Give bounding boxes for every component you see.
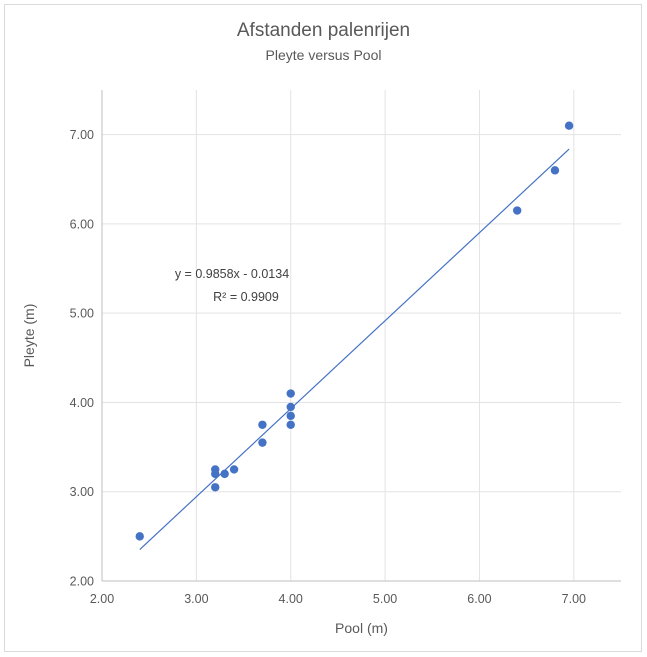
data-point <box>513 206 522 215</box>
x-axis-title: Pool (m) <box>335 620 388 636</box>
y-tick-label: 4.00 <box>70 396 94 410</box>
x-tick-label: 7.00 <box>562 592 586 606</box>
data-point <box>258 420 267 429</box>
data-point <box>550 166 560 175</box>
chart-frame <box>4 4 642 652</box>
data-point <box>135 532 144 541</box>
x-tick-label: 5.00 <box>373 592 397 606</box>
y-tick-label: 7.00 <box>70 128 94 142</box>
x-tick-label: 2.00 <box>90 592 114 606</box>
data-point <box>286 420 295 429</box>
data-point <box>220 469 229 479</box>
y-axis-title: Pleyte (m) <box>21 304 37 368</box>
data-point <box>286 389 295 398</box>
data-point <box>211 465 220 474</box>
x-tick-label: 4.00 <box>279 592 303 606</box>
data-point <box>258 438 267 447</box>
data-point <box>564 121 574 130</box>
y-tick-label: 5.00 <box>70 307 94 321</box>
trendline <box>139 148 570 550</box>
trendline-equation: y = 0.9858x - 0.0134 <box>175 267 289 281</box>
y-tick-label: 2.00 <box>70 575 94 589</box>
data-point <box>286 402 295 412</box>
chart-title: Afstanden palenrijen <box>236 20 411 41</box>
y-tick-label: 6.00 <box>70 217 94 231</box>
data-point <box>229 465 239 474</box>
x-tick-label: 6.00 <box>467 592 491 606</box>
x-tick-label: 3.00 <box>184 592 208 606</box>
trendline-r2: R² = 0.9909 <box>213 290 279 304</box>
data-point <box>286 411 295 421</box>
y-tick-label: 3.00 <box>70 485 94 499</box>
chart-subtitle: Pleyte versus Pool <box>265 47 382 63</box>
data-point <box>211 483 220 492</box>
